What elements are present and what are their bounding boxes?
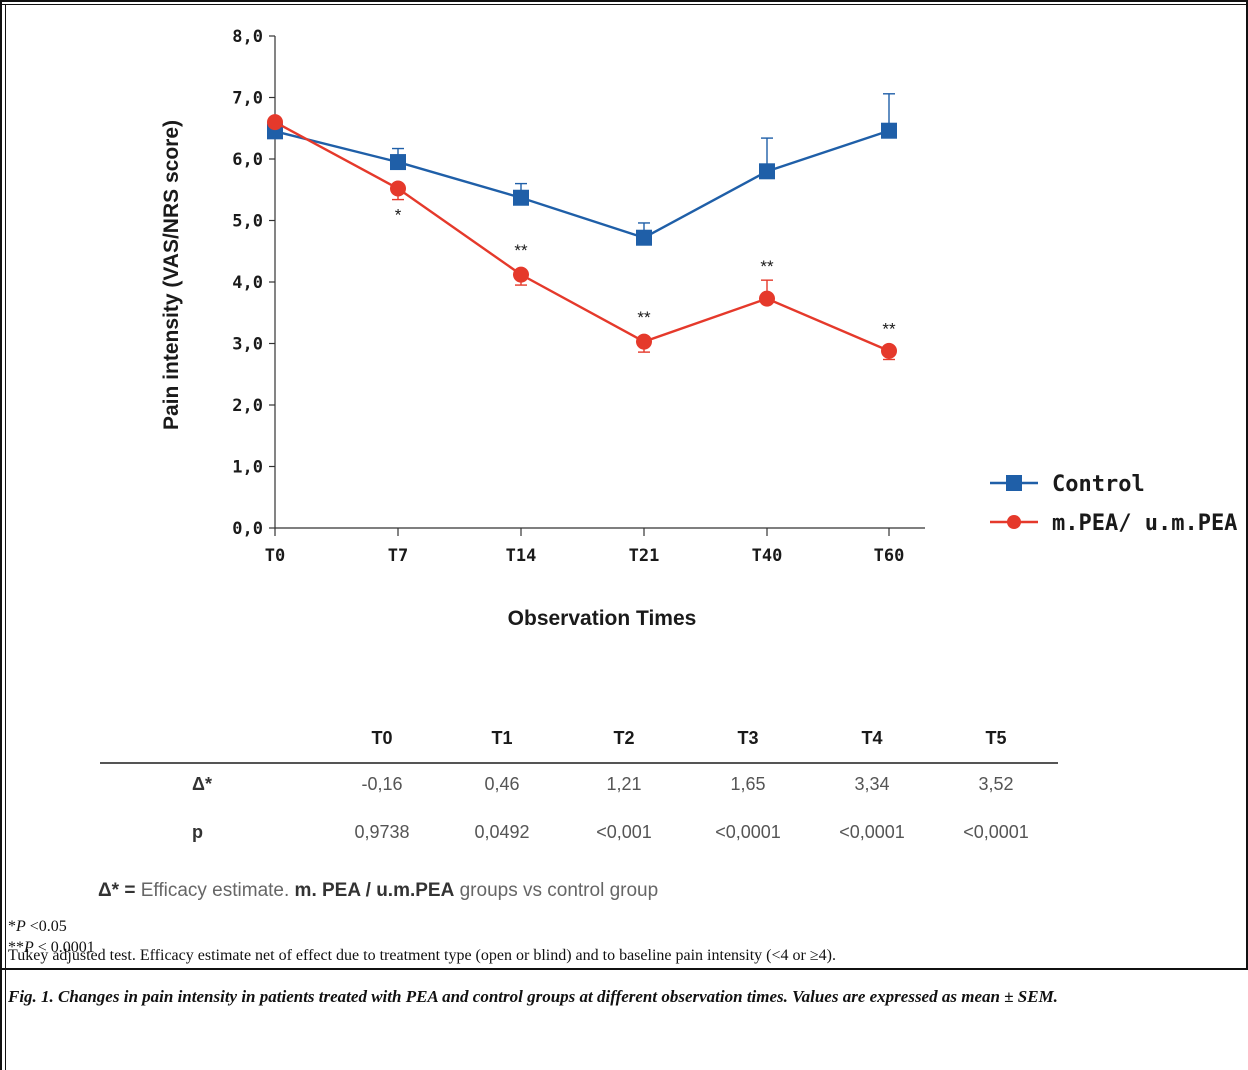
table-cell: 3,34 xyxy=(854,774,890,794)
table-cell: <0,0001 xyxy=(963,822,1029,842)
x-tick-label: T60 xyxy=(874,546,905,566)
x-tick-label: T21 xyxy=(629,546,660,566)
y-tick-label: 1,0 xyxy=(232,458,263,478)
significance-marker: ** xyxy=(760,257,774,276)
note2-star: ** xyxy=(8,939,24,956)
table-cell: 3,52 xyxy=(978,774,1014,794)
table-header-t0: T0 xyxy=(371,728,393,748)
data-point xyxy=(267,114,283,131)
table-header-t4: T4 xyxy=(861,728,883,748)
x-tick-label: T14 xyxy=(506,546,537,566)
table-header-t1: T1 xyxy=(491,728,513,748)
y-tick-label: 6,0 xyxy=(232,150,263,170)
data-point xyxy=(390,154,406,171)
table-cell: -0,16 xyxy=(361,774,403,794)
y-tick-label: 8,0 xyxy=(232,27,263,47)
border-left xyxy=(0,0,2,1070)
table-cell: <0,0001 xyxy=(839,822,905,842)
table-cell: 1,65 xyxy=(730,774,766,794)
delta-footnote: Δ* = Efficacy estimate. m. PEA / u.m.PEA… xyxy=(98,880,658,902)
note1-p: P xyxy=(16,918,26,935)
y-tick-label: 5,0 xyxy=(232,212,263,232)
line-chart: 8,0 7,0 6,0 5,0 4,0 3,0 2,0 1,0 0,0T0 T7 T14 T21 T40… xyxy=(160,27,1237,630)
delta-footnote-text: Efficacy estimate. xyxy=(140,880,295,901)
series-line xyxy=(274,121,890,352)
legend-marker xyxy=(1006,475,1022,491)
border-top-inner xyxy=(0,4,1248,5)
significance-marker: ** xyxy=(514,241,528,260)
y-tick-label: 2,0 xyxy=(232,396,263,416)
x-tick-label: T7 xyxy=(388,546,408,566)
series-layer: ********* xyxy=(267,93,897,361)
caption-rule xyxy=(0,968,1248,970)
border-right xyxy=(1246,0,1248,968)
x-axis-title: Observation Times xyxy=(508,607,697,630)
data-point xyxy=(636,229,652,246)
delta-footnote-bold: m. PEA / u.m.PEA xyxy=(294,880,455,901)
data-point xyxy=(513,266,529,283)
table-rule xyxy=(100,762,1058,764)
note2-rest: < 0.0001 xyxy=(33,939,95,956)
legend-label: m.PEA/ u.m.PEA xyxy=(1052,511,1237,536)
legend: Control m.PEA/ u.m.PEA xyxy=(990,472,1237,536)
legend-marker xyxy=(1007,515,1021,529)
tukey-note: Tukey adjusted test. Efficacy estimate n… xyxy=(8,947,836,964)
table-header-t5: T5 xyxy=(985,728,1007,748)
x-tick-label: T40 xyxy=(752,546,783,566)
border-left-inner xyxy=(5,4,6,1070)
significance-marker: ** xyxy=(637,308,651,327)
table-cell: 1,21 xyxy=(606,774,642,794)
y-tick-label: 0,0 xyxy=(232,519,263,539)
table-header-t2: T2 xyxy=(613,728,635,748)
table-header-t3: T3 xyxy=(737,728,759,748)
table-cell: <0,001 xyxy=(596,822,652,842)
table-row-label-delta: Δ* xyxy=(192,774,212,794)
data-point xyxy=(759,163,775,180)
y-tick-label: 4,0 xyxy=(232,273,263,293)
table-cell: 0,46 xyxy=(484,774,520,794)
axes: 8,0 7,0 6,0 5,0 4,0 3,0 2,0 1,0 0,0T0 T7 T14 T21 T40… xyxy=(232,27,925,566)
note1-rest: <0.05 xyxy=(25,918,67,935)
legend-label: Control xyxy=(1052,472,1145,497)
data-point xyxy=(881,342,897,359)
x-tick-label: T0 xyxy=(265,546,285,566)
table-cell: 0,9738 xyxy=(354,822,410,842)
data-point xyxy=(390,180,406,197)
y-tick-label: 7,0 xyxy=(232,89,263,109)
data-point xyxy=(759,290,775,307)
significance-marker: ** xyxy=(882,319,896,338)
note2-p: P xyxy=(24,939,34,956)
y-tick-label: 3,0 xyxy=(232,335,263,355)
data-point xyxy=(513,189,529,206)
table-row-label-p: p xyxy=(192,822,203,842)
series-pea xyxy=(267,114,897,361)
note1-star: * xyxy=(8,918,16,935)
significance-note-1: *P <0.05 xyxy=(8,918,67,936)
significance-marker: * xyxy=(395,206,402,225)
data-point xyxy=(636,333,652,350)
data-point xyxy=(881,122,897,139)
significance-note-2: **P < 0.0001 xyxy=(8,939,95,957)
series-line xyxy=(274,129,890,240)
table-cell: 0,0492 xyxy=(474,822,530,842)
delta-footnote-suffix: groups vs control group xyxy=(454,880,659,901)
table-cell: <0,0001 xyxy=(715,822,781,842)
border-top xyxy=(0,0,1248,2)
delta-footnote-prefix: Δ* = xyxy=(98,880,141,901)
figure-caption: Fig. 1. Changes in pain intensity in pat… xyxy=(8,987,1058,1006)
y-axis-title: Pain intensity (VAS/NRS score) xyxy=(160,120,183,430)
